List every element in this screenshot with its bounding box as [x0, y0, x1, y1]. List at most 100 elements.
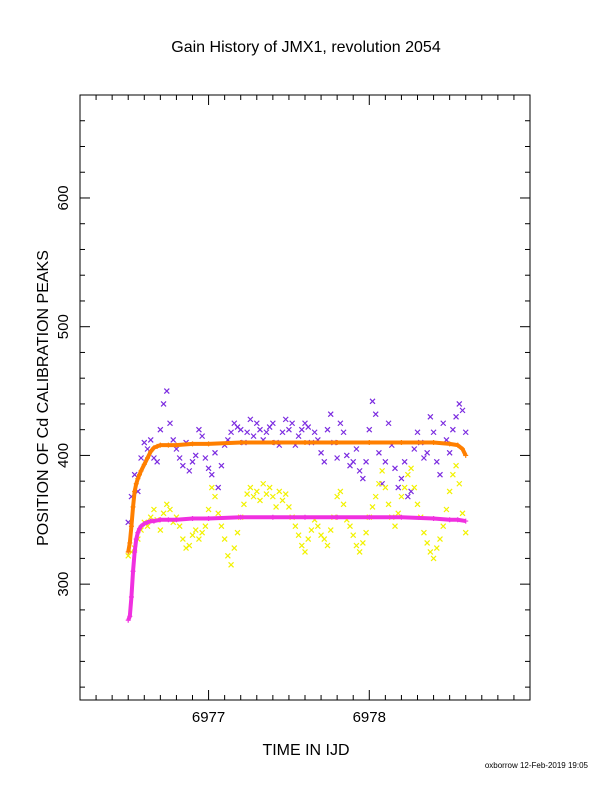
data-point — [443, 506, 450, 513]
data-point — [286, 503, 292, 510]
data-point — [237, 426, 244, 433]
data-point — [202, 523, 209, 530]
data-point — [401, 484, 408, 491]
data-point — [414, 429, 421, 436]
data-point — [244, 429, 251, 436]
data-point — [369, 398, 376, 405]
data-point — [350, 532, 357, 539]
data-point — [324, 426, 331, 433]
data-point — [334, 455, 341, 461]
axis-ticks — [79, 94, 531, 700]
data-point — [212, 493, 218, 500]
data-point — [404, 493, 411, 500]
data-point — [462, 429, 469, 436]
data-point — [398, 475, 405, 482]
data-point — [250, 433, 257, 440]
data-point — [424, 449, 431, 456]
data-point — [218, 523, 225, 530]
data-point — [208, 484, 215, 491]
data-point — [189, 458, 196, 465]
footer-timestamp: oxborrow 12-Feb-2019 19:05 — [485, 761, 589, 770]
data-point — [295, 532, 302, 539]
data-point — [208, 471, 215, 478]
data-point — [427, 413, 434, 420]
data-point — [247, 416, 254, 423]
data-point — [459, 510, 466, 517]
y-tick-label: 600 — [55, 185, 72, 210]
data-point — [440, 523, 447, 530]
data-point — [279, 429, 286, 436]
y-tick-label: 500 — [55, 314, 72, 339]
data-point — [302, 549, 308, 555]
data-point — [372, 411, 379, 418]
data-point — [192, 527, 199, 534]
data-point — [247, 484, 254, 491]
data-point — [337, 488, 344, 495]
data-point — [160, 401, 167, 407]
data-point — [437, 536, 443, 543]
data-point — [282, 416, 289, 423]
data-point — [334, 493, 341, 500]
data-point — [340, 501, 347, 508]
data-point — [395, 510, 402, 517]
data-point — [311, 429, 318, 436]
data-point — [363, 529, 369, 536]
data-point — [167, 506, 173, 513]
data-point — [376, 449, 382, 456]
data-point — [308, 527, 315, 534]
data-point — [392, 523, 398, 530]
data-point — [269, 420, 276, 427]
data-point — [314, 523, 321, 530]
data-point — [176, 455, 183, 461]
data-point — [186, 542, 193, 549]
data-point — [430, 555, 437, 562]
data-points — [125, 388, 469, 623]
data-point — [157, 527, 164, 534]
data-point — [347, 523, 353, 530]
data-point — [228, 561, 234, 568]
data-point — [176, 523, 183, 530]
data-point — [449, 471, 456, 478]
data-point — [202, 455, 209, 461]
data-point — [292, 523, 299, 530]
data-point — [253, 488, 260, 495]
data-point — [321, 536, 328, 543]
data-point — [186, 467, 193, 474]
data-point — [446, 488, 453, 495]
data-point — [350, 458, 357, 465]
data-point — [170, 437, 177, 443]
data-point — [234, 529, 241, 536]
data-point — [392, 465, 398, 472]
data-point — [298, 542, 305, 549]
data-point — [379, 467, 386, 474]
data-point — [385, 420, 392, 427]
data-point — [337, 420, 344, 427]
data-point — [215, 510, 222, 517]
data-point — [282, 491, 289, 497]
data-point — [453, 462, 459, 469]
data-point — [263, 429, 270, 436]
data-point — [196, 536, 202, 543]
data-point — [298, 426, 305, 433]
data-point — [263, 491, 270, 497]
y-axis-label: POSITION OF Cd CALIBRATION PEAKS — [35, 250, 52, 546]
data-point — [340, 429, 347, 436]
data-point — [205, 465, 212, 472]
data-point — [224, 552, 231, 559]
data-point — [359, 475, 366, 482]
data-point — [167, 420, 173, 427]
data-point — [138, 455, 144, 461]
data-point — [260, 480, 267, 487]
data-point — [266, 484, 273, 491]
data-point — [221, 536, 228, 543]
data-point — [305, 424, 312, 431]
data-point — [449, 426, 456, 433]
data-point — [433, 458, 440, 465]
data-point — [369, 503, 376, 510]
data-point — [421, 455, 427, 461]
data-point — [147, 514, 154, 521]
data-point — [157, 426, 164, 433]
data-point — [241, 501, 247, 508]
data-point — [411, 446, 418, 452]
